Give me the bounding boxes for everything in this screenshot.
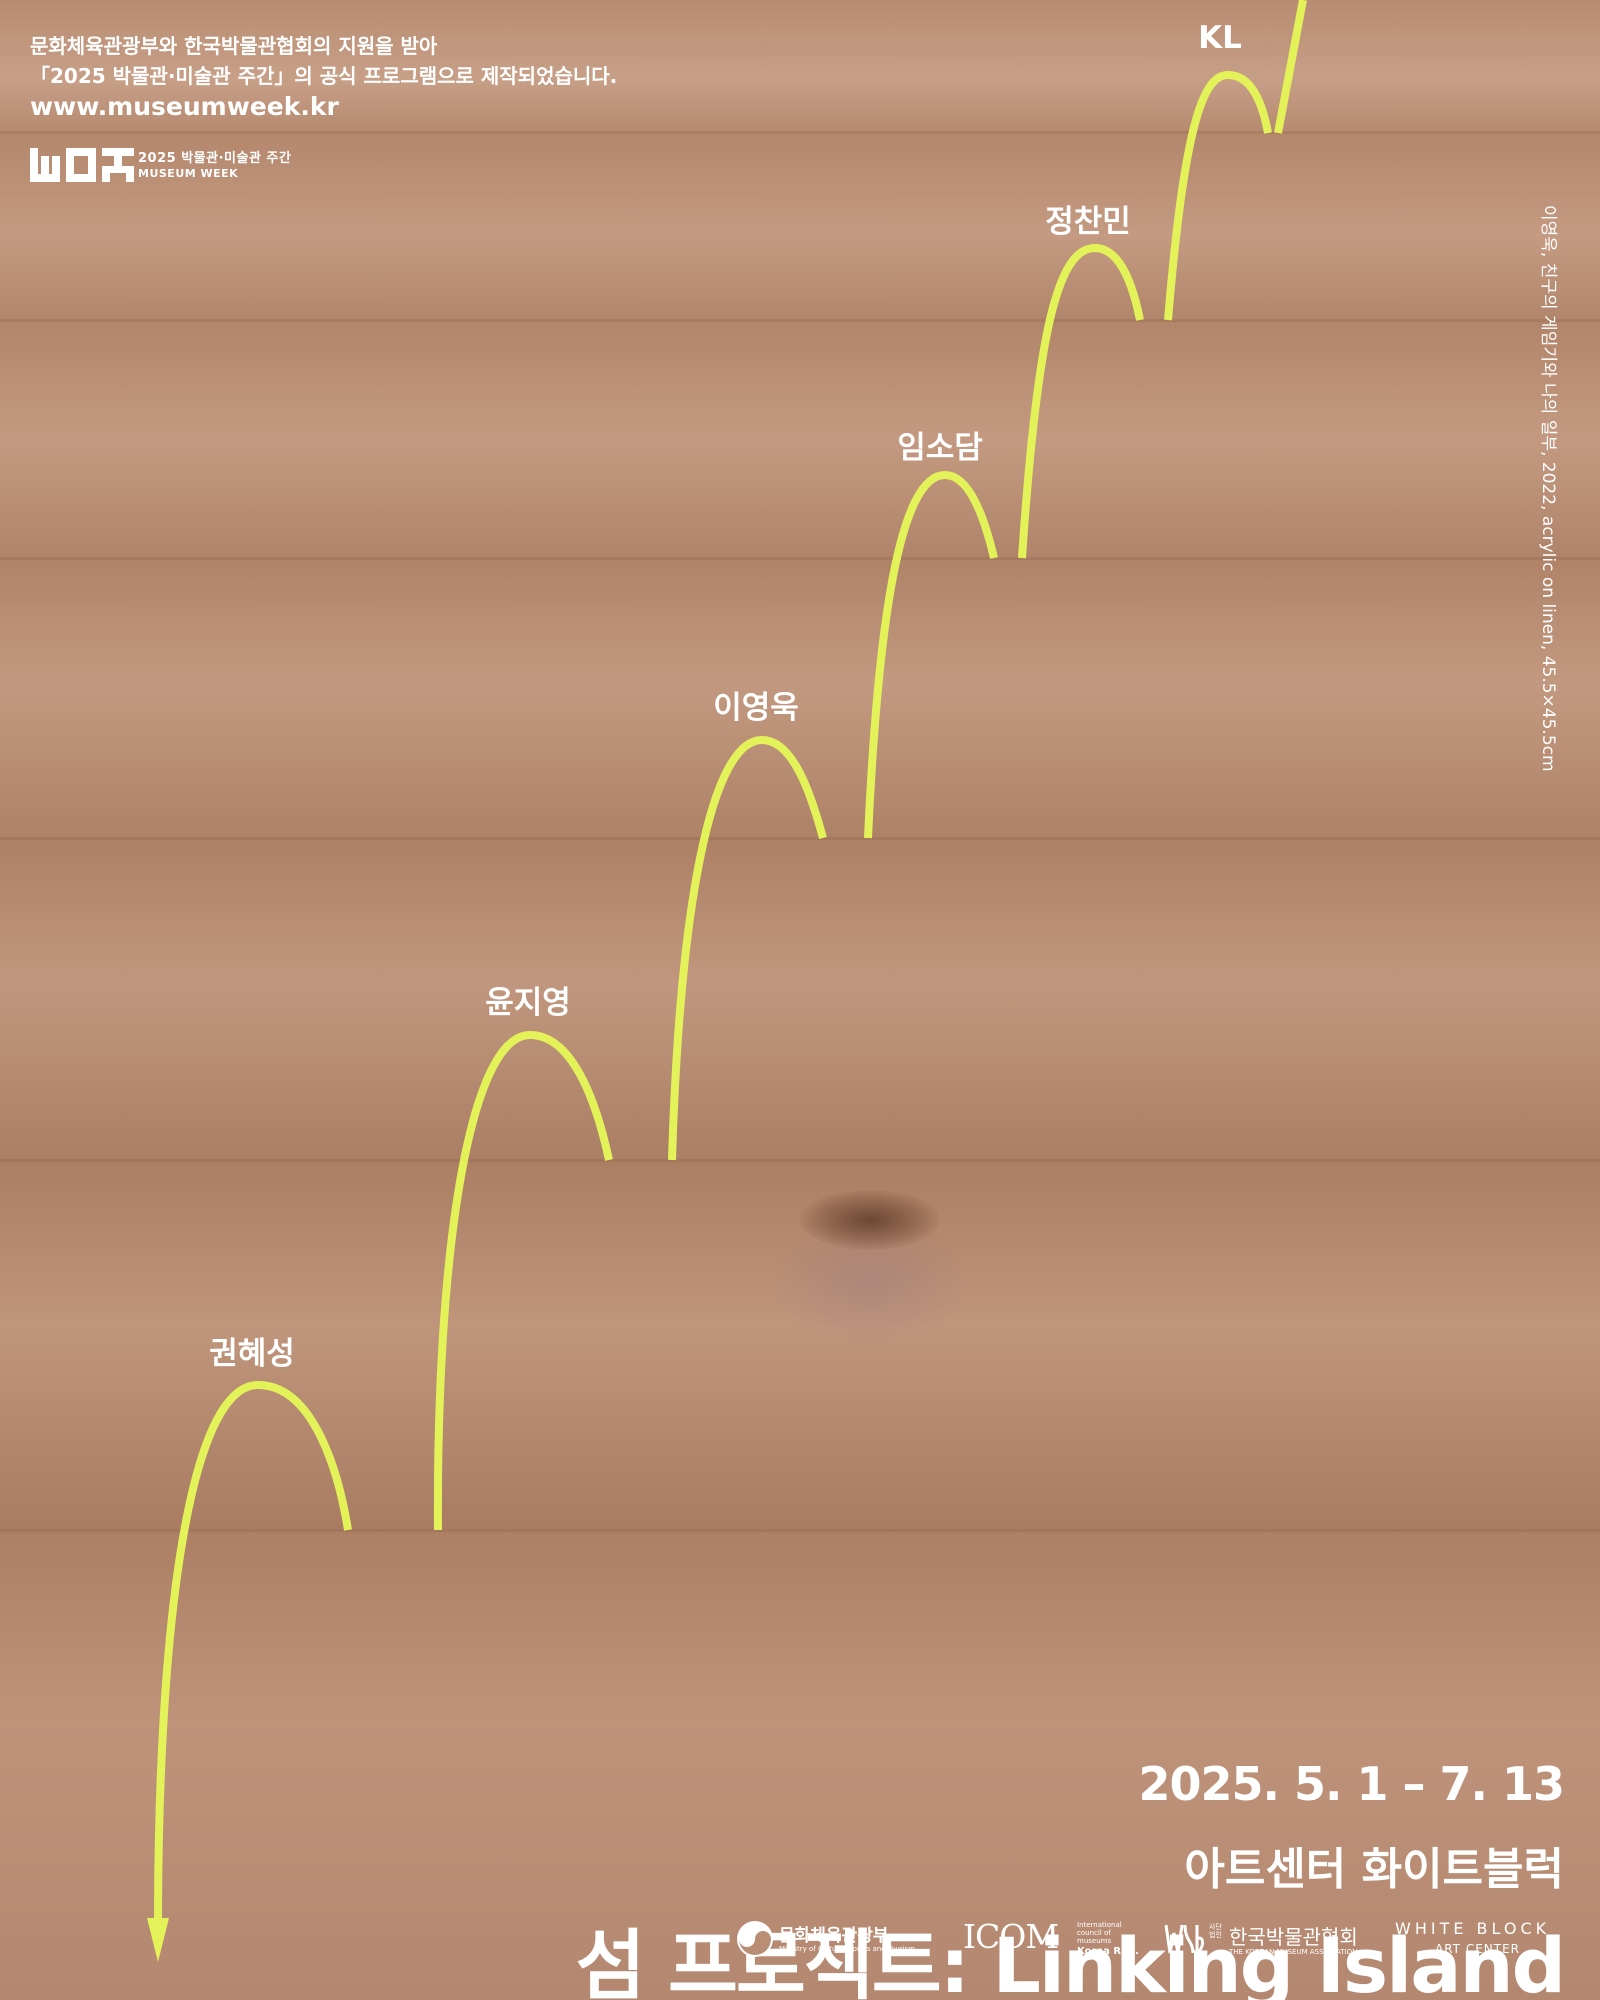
band bbox=[0, 0, 1600, 132]
artist-name: 윤지영 bbox=[485, 985, 571, 1021]
whiteblock-sub: ART CENTER bbox=[1435, 1942, 1521, 1956]
arc-segment bbox=[154, 1380, 352, 1926]
ministry-logo: 문화체육관광부 Ministry of Culture, Sports and … bbox=[735, 1915, 930, 1965]
kma-emblem-icon bbox=[1164, 1924, 1205, 1954]
band-ridge bbox=[0, 319, 1600, 322]
band bbox=[0, 558, 1600, 838]
band bbox=[0, 132, 1600, 320]
band-ridge bbox=[0, 131, 1600, 134]
museum-week-logo-text-en: MUSEUM WEEK bbox=[138, 167, 239, 180]
exhibition-venue: 아트센터 화이트블럭 bbox=[1184, 1844, 1564, 1895]
band bbox=[0, 838, 1600, 1160]
icom-sub-2: Korea Rep. bbox=[1077, 1946, 1139, 1957]
kma-logo: 사단 법인 한국박물관협회 THE KOREAN MUSEUM ASSOCIAT… bbox=[1163, 1915, 1378, 1965]
kma-prefix: 사단 법인 bbox=[1209, 1923, 1222, 1939]
artist-name: KL bbox=[1198, 20, 1242, 56]
band-ridge bbox=[0, 557, 1600, 560]
artist-name: 이영욱 bbox=[713, 690, 799, 726]
arc-segment bbox=[1274, 0, 1307, 134]
artwork-credit: 이영욱, 친구의 게임기와 나의 일부, 2022, acrylic on li… bbox=[1538, 205, 1558, 772]
kma-name: 한국박물관협회 bbox=[1229, 1925, 1358, 1949]
museum-week-logo-text-ko: 2025 박물관·미술관 주간 bbox=[138, 151, 292, 166]
arc-segment bbox=[433, 1030, 613, 1531]
arrow-down-icon bbox=[147, 1918, 169, 1962]
ministry-sub: Ministry of Culture, Sports and Tourism bbox=[779, 1945, 916, 1953]
arc-segment bbox=[668, 735, 827, 1161]
icom-logo: ICOM International council of museums Ko… bbox=[963, 1915, 1139, 1965]
whiteblock-logo: WHITE BLOCK ART CENTER bbox=[1395, 1915, 1565, 1965]
museum-week-logo-icon bbox=[30, 148, 134, 182]
website-url[interactable]: www.museumweek.kr bbox=[30, 92, 339, 121]
band bbox=[0, 1530, 1600, 2000]
icom-name: ICOM bbox=[963, 1917, 1059, 1956]
taegeuk-icon bbox=[737, 1921, 773, 1957]
whiteblock-name: WHITE BLOCK bbox=[1395, 1919, 1551, 1938]
arc-segment bbox=[1018, 243, 1144, 559]
kma-sub: THE KOREAN MUSEUM ASSOCIATION bbox=[1229, 1948, 1358, 1956]
partner-logos: 문화체육관광부 Ministry of Culture, Sports and … bbox=[735, 1915, 1565, 1965]
ministry-name: 문화체육관광부 bbox=[779, 1926, 889, 1946]
band-ridge bbox=[0, 837, 1600, 840]
artist-name: 정찬민 bbox=[1045, 204, 1131, 240]
icom-sub: International council of museums bbox=[1077, 1921, 1122, 1945]
support-line-1: 문화체육관광부와 한국박물관협회의 지원을 받아 bbox=[30, 34, 438, 58]
artist-name: 임소담 bbox=[897, 430, 983, 466]
arc-segment bbox=[864, 470, 998, 839]
support-line-2: 「2025 박물관·미술관 주간」의 공식 프로그램으로 제작되었습니다. bbox=[30, 64, 618, 88]
band-ridge bbox=[0, 1529, 1600, 1532]
exhibition-dates: 2025. 5. 1 – 7. 13 bbox=[1138, 1757, 1565, 1811]
arc-segment bbox=[1164, 70, 1272, 321]
band bbox=[0, 320, 1600, 558]
band-ridge bbox=[0, 1159, 1600, 1162]
artist-name: 권혜성 bbox=[209, 1336, 295, 1372]
blemish bbox=[800, 1190, 940, 1250]
